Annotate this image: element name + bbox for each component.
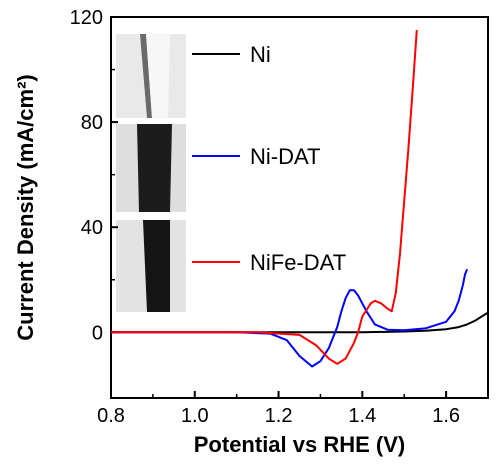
y-tick-label: 0: [92, 322, 103, 344]
plot-frame: [110, 16, 489, 399]
x-tick-label: 1.6: [432, 405, 460, 427]
x-tick-label: 1.0: [181, 405, 209, 427]
y-tick-label: 120: [70, 7, 103, 29]
series-line-nife-dat: [111, 30, 418, 365]
sample-photos: [116, 34, 186, 312]
x-tick-label: 1.2: [265, 405, 293, 427]
series-line-ni-dat: [111, 268, 469, 368]
y-tick-label: 40: [81, 217, 103, 239]
legend-label: NiFe-DAT: [250, 250, 346, 275]
nife-dat-sample-photo: [116, 220, 186, 312]
legend-label: Ni: [250, 42, 271, 67]
series-line-ni: [111, 311, 489, 334]
x-axis-title: Potential vs RHE (V): [194, 432, 405, 457]
x-tick-label: 1.4: [348, 405, 376, 427]
x-tick-label: 0.8: [97, 405, 125, 427]
ni-sample-photo: [116, 34, 186, 118]
legend-label: Ni-DAT: [250, 144, 320, 169]
y-tick-label: 80: [81, 112, 103, 134]
y-axis-title: Current Density (mA/cm²): [13, 74, 38, 340]
ni-dat-sample-photo: [116, 124, 186, 212]
